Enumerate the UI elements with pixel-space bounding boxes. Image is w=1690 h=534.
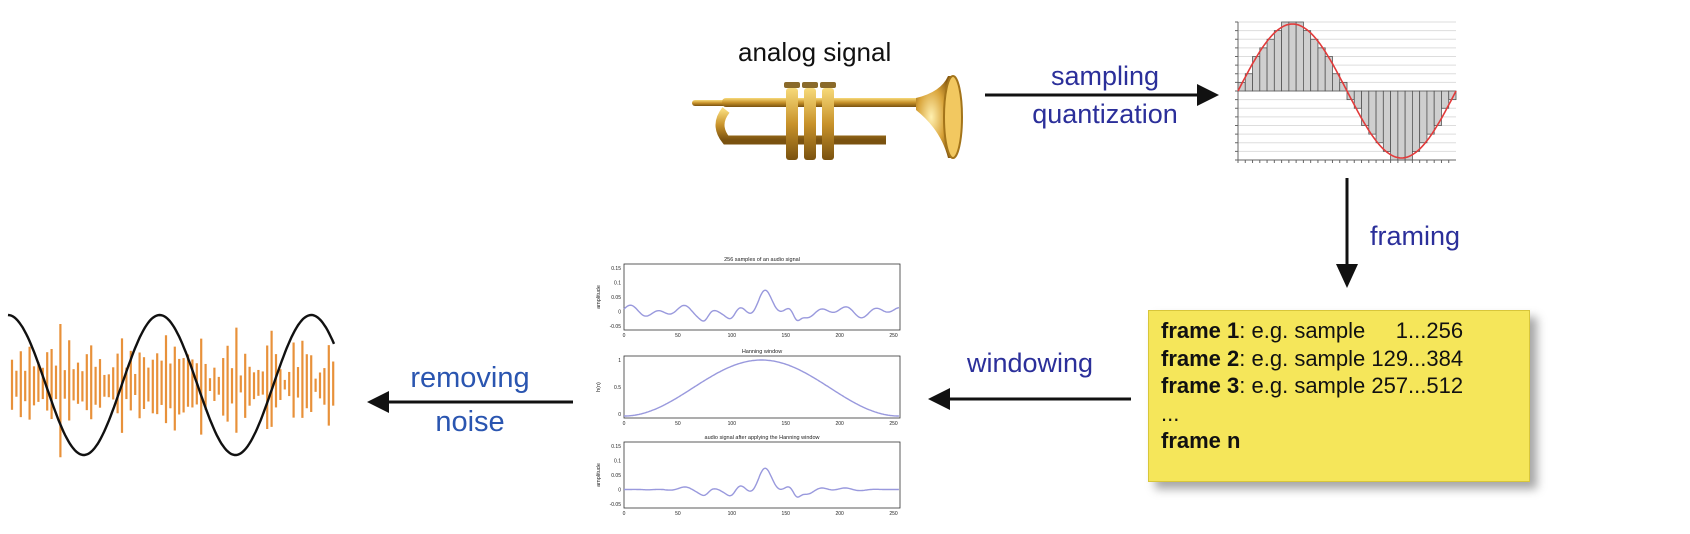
- y-tick-label: 0: [618, 412, 621, 418]
- x-tick-label: 150: [782, 421, 791, 427]
- quantized-bar: [1281, 21, 1290, 92]
- y-axis-label: amplitude: [596, 463, 602, 487]
- x-tick-label: 100: [728, 511, 737, 517]
- plot-title: audio signal after applying the Hanning …: [705, 435, 820, 441]
- quantized-signal-plot: [1235, 21, 1457, 163]
- plot-frame: [623, 441, 901, 509]
- frame-line: frame 3: e.g. sample 257...512: [1161, 373, 1464, 398]
- plot-frame: [623, 263, 901, 331]
- x-tick-label: 200: [835, 421, 844, 427]
- quantized-bar: [1411, 90, 1421, 152]
- quantized-bar: [1375, 90, 1384, 144]
- x-tick-label: 150: [782, 333, 791, 339]
- plot-line: [624, 359, 899, 417]
- quantized-bar: [1404, 90, 1413, 161]
- y-tick-label: -0.05: [610, 324, 622, 330]
- x-tick-label: 0: [623, 511, 626, 517]
- quantized-bar: [1397, 90, 1406, 161]
- quantization-label: quantization: [1032, 99, 1178, 129]
- frame-line: ...: [1161, 400, 1180, 426]
- y-axis-label: h(n): [596, 382, 602, 392]
- windowing-arrow: [928, 388, 1131, 410]
- quantized-bar: [1266, 38, 1275, 92]
- plot-line: [623, 289, 900, 322]
- quantized-bar: [1426, 90, 1435, 135]
- quantized-bar: [1303, 30, 1312, 92]
- y-tick-label: 0.15: [611, 266, 621, 272]
- framing-arrow: [1336, 178, 1358, 288]
- quantized-bar: [1419, 90, 1428, 144]
- x-tick-label: 50: [675, 333, 681, 339]
- x-tick-label: 50: [675, 511, 681, 517]
- trumpet-image: [692, 75, 963, 160]
- frame-line: frame n: [1161, 428, 1241, 453]
- clean-sine-wave: [7, 313, 336, 457]
- frame-line: frame 1: e.g. sample 1...256: [1161, 318, 1464, 343]
- noisy-signal-illustration: [7, 313, 336, 458]
- mouthpiece: [692, 100, 726, 106]
- windowing-label: windowing: [966, 348, 1094, 378]
- frame-line: frame 2: e.g. sample 129...384: [1161, 345, 1464, 371]
- y-tick-label: 1: [618, 358, 621, 364]
- y-tick-label: -0.05: [610, 502, 622, 508]
- plot-line: [624, 467, 899, 498]
- x-tick-label: 200: [835, 333, 844, 339]
- quantized-bar: [1259, 47, 1268, 92]
- removing-label: removing: [410, 362, 530, 394]
- sampling-arrow: [985, 84, 1219, 106]
- x-tick-label: 100: [728, 421, 737, 427]
- analog-signal-label: analog signal: [738, 37, 892, 67]
- quantized-bar: [1382, 90, 1391, 152]
- plot-title: 256 samples of an audio signal: [724, 257, 800, 263]
- frame-list-box: frame 1: e.g. sample 1...256 frame 2: e.…: [1148, 310, 1530, 482]
- windowing-plots: 256 samples of an audio signal amplitude 0…: [596, 257, 901, 517]
- x-tick-label: 250: [889, 511, 898, 517]
- y-tick-label: 0.1: [614, 459, 621, 465]
- y-tick-label: 0: [618, 488, 621, 494]
- y-axis-label: amplitude: [596, 285, 602, 309]
- valve: [786, 88, 798, 160]
- quantized-bar: [1368, 90, 1377, 135]
- x-tick-label: 250: [889, 421, 898, 427]
- y-tick-label: 0.1: [614, 281, 621, 287]
- x-tick-label: 200: [835, 511, 844, 517]
- removing-noise-arrow: [367, 391, 573, 413]
- y-tick-label: 0.05: [611, 473, 621, 479]
- valve: [822, 88, 834, 160]
- quantized-bar: [1390, 90, 1399, 161]
- x-tick-label: 50: [675, 421, 681, 427]
- quantized-bar: [1317, 47, 1326, 92]
- y-tick-label: 0.15: [611, 444, 621, 450]
- quantized-bar: [1310, 38, 1319, 92]
- y-tick-label: 0: [618, 310, 621, 316]
- analog-curve: [1237, 23, 1457, 159]
- y-tick-label: 0.05: [611, 295, 621, 301]
- x-tick-label: 0: [623, 333, 626, 339]
- quantized-bar: [1295, 21, 1304, 92]
- x-tick-label: 100: [728, 333, 737, 339]
- sampling-label: sampling: [1050, 61, 1160, 91]
- x-tick-label: 250: [889, 333, 898, 339]
- plot-title: Hanning window: [742, 349, 782, 355]
- x-tick-label: 0: [623, 421, 626, 427]
- y-tick-label: 0.5: [614, 385, 621, 391]
- framing-label: framing: [1370, 221, 1461, 251]
- quantized-bar: [1288, 21, 1297, 92]
- plot-frame: [623, 355, 901, 419]
- x-tick-label: 150: [782, 511, 791, 517]
- quantized-bar: [1273, 30, 1282, 92]
- noise-label: noise: [435, 406, 505, 438]
- valve: [804, 88, 816, 160]
